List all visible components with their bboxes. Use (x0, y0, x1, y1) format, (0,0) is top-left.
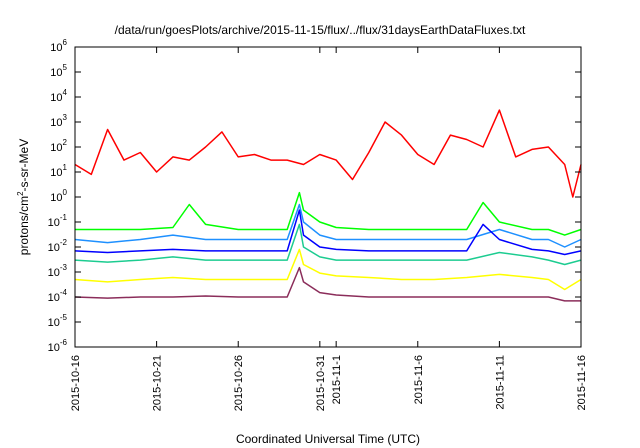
series-line-3 (74, 223, 582, 266)
y-tick-label: 106 (50, 38, 67, 54)
plot-frame (74, 46, 582, 348)
x-axis: 2015-10-16 2015-10-21 2015-10-26 2015-10-31… (70, 47, 588, 411)
y-tick-label: 10-2 (48, 238, 68, 254)
y-tick-label: 10-1 (48, 213, 68, 229)
series-line-2 (74, 248, 582, 291)
y-axis: 10-6 10-5 10-4 10-3 10-2 10-1 100 101 102 103 104 1… (48, 38, 581, 354)
y-tick-label: 104 (50, 88, 67, 104)
y-tick-label: 105 (50, 63, 67, 79)
x-tick-label: 2015-11-11 (494, 355, 506, 410)
y-tick-label: 103 (50, 113, 67, 129)
plot-area (74, 109, 582, 302)
series-line-7 (74, 109, 582, 198)
y-tick-label: 101 (50, 163, 67, 179)
series-line-4 (74, 203, 582, 248)
series-line-5 (75, 191, 582, 236)
x-axis-label: Coordinated Universal Time (UTC) (236, 432, 420, 446)
y-tick-label: 10-3 (48, 263, 68, 279)
series-line-1 (74, 266, 581, 302)
x-tick-label: 2015-11-6 (413, 355, 425, 404)
y-tick-label: 10-6 (48, 338, 68, 354)
chart-title: /data/run/goesPlots/archive/2015-11-15/f… (115, 23, 526, 37)
y-tick-label: 100 (50, 188, 67, 204)
y-tick-label: 10-5 (48, 313, 68, 329)
x-tick-label: 2015-10-16 (70, 355, 82, 411)
series-line-6 (74, 209, 582, 256)
x-tick-label: 2015-10-26 (233, 355, 245, 411)
x-tick-label: 2015-11-1 (331, 355, 343, 404)
x-tick-label: 2015-11-16 (576, 355, 588, 410)
y-axis-label: protons/cm2-s-sr-MeV (16, 139, 31, 255)
x-tick-label: 2015-10-31 (315, 355, 327, 411)
x-tick-label: 2015-10-21 (152, 355, 164, 411)
y-tick-label: 102 (50, 138, 67, 154)
y-tick-label: 10-4 (48, 288, 68, 304)
